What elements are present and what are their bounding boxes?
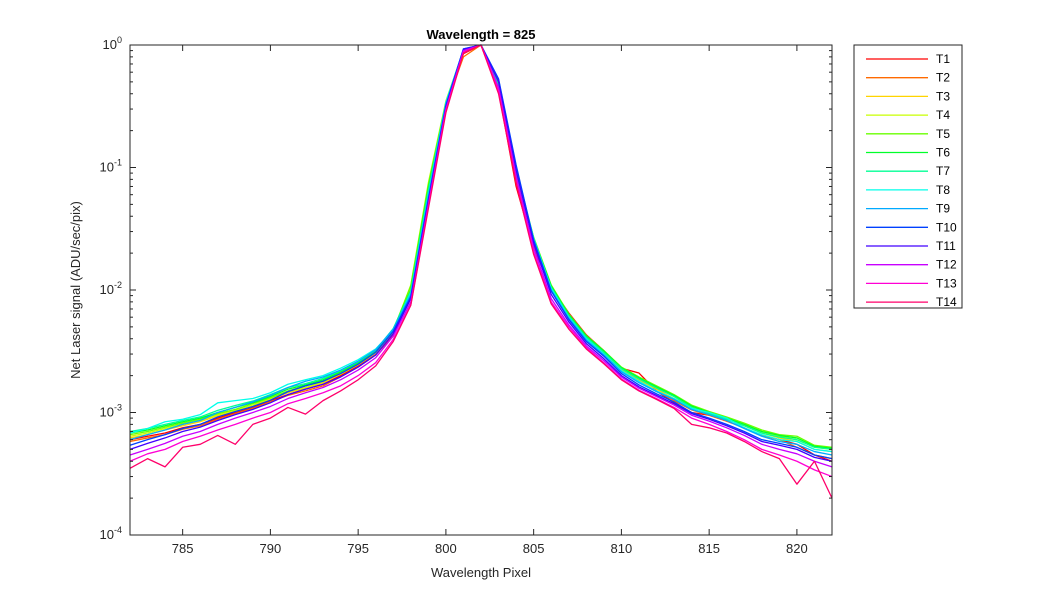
y-tick-exponent: 0 [117,35,122,45]
legend-label: T11 [936,239,956,253]
legend-label: T8 [936,183,950,197]
legend-label: T9 [936,202,950,216]
y-tick-exponent: -1 [114,158,122,168]
series-line-t12 [129,44,833,468]
legend: T1 T2 T3 T4 T5 T6 T7 T8 T9 T10 T11 T12 T13 T14 [853,44,963,309]
x-axis-label: Wavelength Pixel [431,565,531,580]
series-line-t7 [129,44,833,451]
y-tick-exponent: -2 [114,280,122,290]
legend-label: T7 [936,164,950,178]
x-tick-label: 790 [260,541,282,556]
series-line-t1 [129,44,833,462]
y-tick-label: 100 [103,35,122,52]
legend-label: T6 [936,146,950,160]
series-line-t14 [129,44,833,499]
series-layer [129,44,833,499]
legend-label: T2 [936,71,950,85]
series-line-t11 [129,44,833,462]
x-tick-label: 805 [523,541,545,556]
y-tick-base: 10 [100,527,114,542]
y-tick-label: 10-4 [100,525,122,542]
y-tick-label: 10-2 [100,280,122,297]
series-line-t5 [129,44,833,448]
legend-label: T12 [936,258,957,272]
plot-frame [129,44,833,536]
x-tick-label: 795 [347,541,369,556]
series-line-t9 [129,44,833,456]
y-tick-base: 10 [100,405,114,420]
series-line-t2 [129,44,833,460]
y-tick-base: 10 [103,37,117,52]
chart-title: Wavelength = 825 [427,27,536,42]
legend-label: T5 [936,127,950,141]
y-tick-exponent: -3 [114,403,122,413]
series-line-t3 [129,44,833,453]
y-axis-label: Net Laser signal (ADU/sec/pix) [68,201,83,379]
x-tick-label: 810 [611,541,633,556]
y-tick-base: 10 [100,282,114,297]
x-tick-label: 820 [786,541,808,556]
ticks-layer: 785 790 795 800 805 810 815 82010-410-310-210-1… [100,35,832,556]
x-tick-label: 785 [172,541,194,556]
series-line-t4 [129,44,833,451]
legend-label: T3 [936,89,950,103]
legend-label: T13 [936,276,957,290]
legend-label: T4 [936,108,950,122]
y-tick-base: 10 [100,160,114,175]
series-line-t6 [129,44,833,449]
legend-label: T14 [936,295,957,309]
y-tick-exponent: -4 [114,525,122,535]
y-tick-label: 10-1 [100,158,122,175]
x-tick-label: 815 [698,541,720,556]
y-tick-label: 10-3 [100,403,122,420]
legend-label: T10 [936,220,957,234]
series-line-t10 [129,44,833,460]
x-tick-label: 800 [435,541,457,556]
series-line-t8 [129,44,833,453]
legend-label: T1 [936,52,950,66]
